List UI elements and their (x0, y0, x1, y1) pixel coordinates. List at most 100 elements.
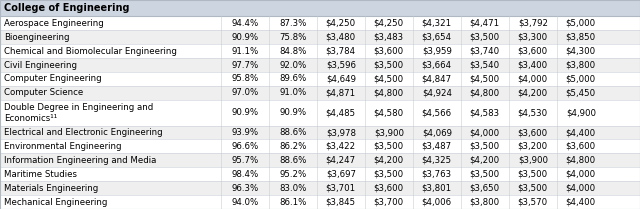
Bar (0, 16, 640, 30)
Text: $4,300: $4,300 (566, 47, 596, 56)
Text: 90.9%: 90.9% (231, 33, 259, 42)
Text: $4,325: $4,325 (422, 156, 452, 165)
Text: $4,321: $4,321 (422, 19, 452, 28)
Text: $4,000: $4,000 (470, 128, 500, 137)
Text: Information Engineering and Media: Information Engineering and Media (4, 156, 156, 165)
Text: $3,845: $3,845 (326, 198, 356, 206)
Text: $4,200: $4,200 (518, 88, 548, 97)
Text: $3,400: $3,400 (518, 61, 548, 70)
Text: $3,600: $3,600 (566, 142, 596, 151)
Text: 95.7%: 95.7% (231, 156, 259, 165)
Text: $3,596: $3,596 (326, 61, 356, 70)
Text: Environmental Engineering: Environmental Engineering (4, 142, 122, 151)
Bar (0, 0, 640, 16)
Text: $5,000: $5,000 (566, 19, 596, 28)
Bar (0, 30, 640, 44)
Text: 87.3%: 87.3% (279, 19, 307, 28)
Bar (0, 86, 640, 100)
Text: $4,900: $4,900 (566, 108, 596, 117)
Bar (0, 126, 640, 139)
Text: $4,847: $4,847 (422, 74, 452, 83)
Text: $3,800: $3,800 (470, 198, 500, 206)
Text: Aerospace Engineering: Aerospace Engineering (4, 19, 104, 28)
Text: $3,483: $3,483 (374, 33, 404, 42)
Text: Materials Engineering: Materials Engineering (4, 184, 98, 193)
Text: $3,200: $3,200 (518, 142, 548, 151)
Text: $3,480: $3,480 (326, 33, 356, 42)
Text: Computer Engineering: Computer Engineering (4, 74, 102, 83)
Text: $3,978: $3,978 (326, 128, 356, 137)
Text: 91.1%: 91.1% (231, 47, 259, 56)
Text: 97.0%: 97.0% (231, 88, 259, 97)
Text: 98.4%: 98.4% (231, 170, 259, 179)
Text: $3,570: $3,570 (518, 198, 548, 206)
Text: $3,664: $3,664 (422, 61, 452, 70)
Text: $4,250: $4,250 (374, 19, 404, 28)
Text: 94.4%: 94.4% (231, 19, 259, 28)
Text: Computer Science: Computer Science (4, 88, 83, 97)
Text: $3,600: $3,600 (374, 184, 404, 193)
Text: 88.6%: 88.6% (279, 156, 307, 165)
Text: $3,500: $3,500 (374, 170, 404, 179)
Text: $4,800: $4,800 (374, 88, 404, 97)
Text: $4,471: $4,471 (470, 19, 500, 28)
Text: 83.0%: 83.0% (279, 184, 307, 193)
Text: 75.8%: 75.8% (279, 33, 307, 42)
Bar (0, 167, 640, 181)
Text: $5,000: $5,000 (566, 74, 596, 83)
Text: $4,200: $4,200 (470, 156, 500, 165)
Text: $4,250: $4,250 (326, 19, 356, 28)
Text: 97.7%: 97.7% (231, 61, 259, 70)
Text: $3,650: $3,650 (470, 184, 500, 193)
Text: 86.2%: 86.2% (279, 142, 307, 151)
Text: $4,566: $4,566 (422, 108, 452, 117)
Text: $3,600: $3,600 (518, 128, 548, 137)
Text: $4,006: $4,006 (422, 198, 452, 206)
Text: $4,200: $4,200 (374, 156, 404, 165)
Text: $3,540: $3,540 (470, 61, 500, 70)
Bar (0, 153, 640, 167)
Bar (0, 100, 640, 126)
Text: 84.8%: 84.8% (279, 47, 307, 56)
Text: $4,580: $4,580 (374, 108, 404, 117)
Text: $4,000: $4,000 (566, 184, 596, 193)
Text: $3,700: $3,700 (374, 198, 404, 206)
Text: $4,530: $4,530 (518, 108, 548, 117)
Text: $3,487: $3,487 (422, 142, 452, 151)
Text: $3,763: $3,763 (422, 170, 452, 179)
Text: $5,450: $5,450 (566, 88, 596, 97)
Text: $3,801: $3,801 (422, 184, 452, 193)
Text: $3,422: $3,422 (326, 142, 356, 151)
Text: $3,300: $3,300 (518, 33, 548, 42)
Text: $4,000: $4,000 (518, 74, 548, 83)
Text: $4,924: $4,924 (422, 88, 452, 97)
Text: $3,701: $3,701 (326, 184, 356, 193)
Text: Mechanical Engineering: Mechanical Engineering (4, 198, 108, 206)
Text: 96.3%: 96.3% (231, 184, 259, 193)
Text: $4,069: $4,069 (422, 128, 452, 137)
Text: 89.6%: 89.6% (279, 74, 307, 83)
Text: $4,485: $4,485 (326, 108, 356, 117)
Text: $4,800: $4,800 (566, 156, 596, 165)
Text: Maritime Studies: Maritime Studies (4, 170, 77, 179)
Text: $3,697: $3,697 (326, 170, 356, 179)
Text: 90.9%: 90.9% (279, 108, 307, 117)
Text: $3,500: $3,500 (518, 184, 548, 193)
Text: $4,400: $4,400 (566, 198, 596, 206)
Text: $4,649: $4,649 (326, 74, 356, 83)
Text: 95.2%: 95.2% (279, 170, 307, 179)
Text: $3,500: $3,500 (374, 61, 404, 70)
Text: 92.0%: 92.0% (279, 61, 307, 70)
Text: $3,740: $3,740 (470, 47, 500, 56)
Text: 95.8%: 95.8% (231, 74, 259, 83)
Text: $4,871: $4,871 (326, 88, 356, 97)
Text: 96.6%: 96.6% (231, 142, 259, 151)
Text: 91.0%: 91.0% (279, 88, 307, 97)
Bar (0, 195, 640, 209)
Text: $3,800: $3,800 (566, 61, 596, 70)
Text: $3,900: $3,900 (374, 128, 404, 137)
Text: Bioengineering: Bioengineering (4, 33, 69, 42)
Text: College of Engineering: College of Engineering (4, 3, 129, 13)
Bar (0, 181, 640, 195)
Text: $4,400: $4,400 (566, 128, 596, 137)
